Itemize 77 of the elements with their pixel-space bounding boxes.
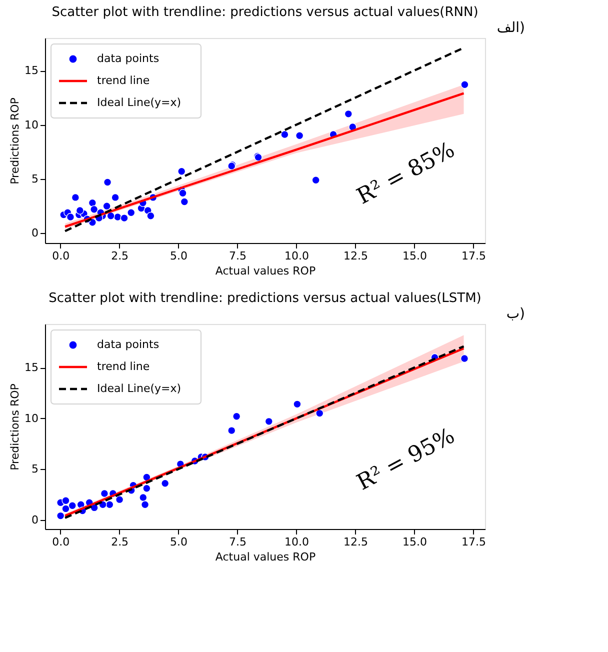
legend-label: trend line <box>97 74 150 87</box>
x-tick-label: 5.0 <box>170 250 188 262</box>
y-tick-label: 0 <box>32 226 38 240</box>
legend-label: data points <box>97 338 160 351</box>
annotation: R² = 95% <box>353 424 460 496</box>
point <box>71 193 80 202</box>
y-tick-label: 5 <box>32 462 38 476</box>
x-tick-label: 0.0 <box>52 250 70 262</box>
point <box>178 189 187 198</box>
point <box>120 214 128 222</box>
x-axis-title: Actual values ROP <box>215 264 316 278</box>
y-tick-label: 15 <box>24 64 38 78</box>
point <box>146 212 155 220</box>
point <box>142 484 151 492</box>
y-axis-title: Predictions ROP <box>8 97 22 184</box>
point <box>178 167 186 176</box>
x-tick-label: 17.5 <box>461 250 486 262</box>
x-tick-label: 7.5 <box>229 250 247 262</box>
chart-title: Scatter plot with trendline: predictions versus actual values(LSTM) <box>48 291 482 306</box>
y-tick-label: 10 <box>24 118 38 132</box>
x-tick-label: 2.5 <box>111 250 129 262</box>
point <box>103 178 112 186</box>
point <box>56 512 65 520</box>
x-tick-label: 12.5 <box>343 250 368 262</box>
annotation: R² = 85% <box>353 138 460 210</box>
point <box>316 409 324 418</box>
point <box>161 479 170 488</box>
y-tick-label: 10 <box>24 412 38 425</box>
point <box>106 500 114 509</box>
point <box>460 354 469 363</box>
y-axis-title: Predictions ROP <box>8 383 22 470</box>
y-tick-label: 15 <box>24 361 38 374</box>
point <box>180 198 188 206</box>
point <box>280 130 289 139</box>
point <box>115 496 124 504</box>
point <box>102 202 111 210</box>
point <box>344 110 352 118</box>
legend-label: Ideal Line(y=x) <box>97 96 182 109</box>
text: الف) <box>496 20 525 36</box>
x-tick-label: 17.5 <box>461 536 486 548</box>
point <box>100 489 109 498</box>
x-tick-label: 5.0 <box>170 536 188 548</box>
point <box>106 212 115 220</box>
point <box>139 493 148 502</box>
point <box>228 426 236 435</box>
point <box>460 80 469 89</box>
point <box>68 502 76 510</box>
legend-label: data points <box>97 52 160 65</box>
x-tick-label: 0.0 <box>52 536 70 548</box>
point <box>111 193 120 202</box>
legend-label: Ideal Line(y=x) <box>97 382 182 395</box>
point <box>62 504 70 513</box>
y-tick-label: 5 <box>32 172 38 186</box>
point <box>90 205 98 214</box>
point <box>127 208 136 217</box>
x-tick-label: 15.0 <box>402 250 427 262</box>
x-axis-title: Actual values ROP <box>215 550 316 564</box>
x-tick-label: 10.0 <box>284 536 310 548</box>
legend-label: trend line <box>97 360 150 373</box>
point <box>140 500 150 509</box>
x-tick-label: 15.0 <box>402 536 427 548</box>
chart-title: Scatter plot with trendline: predictions versus actual values(RNN) <box>52 5 478 20</box>
text: ب) <box>506 306 525 322</box>
x-tick-label: 12.5 <box>343 536 368 548</box>
point <box>88 198 96 207</box>
point <box>62 496 70 505</box>
x-tick-label: 7.5 <box>229 536 247 548</box>
x-tick-label: 2.5 <box>111 536 129 548</box>
y-tick-label: 0 <box>32 513 38 526</box>
point <box>76 206 84 215</box>
point <box>264 417 273 426</box>
point <box>66 212 75 222</box>
point <box>232 412 241 420</box>
point <box>293 400 302 408</box>
x-tick-label: 10.0 <box>284 250 310 262</box>
point <box>312 176 320 184</box>
point <box>296 132 304 140</box>
